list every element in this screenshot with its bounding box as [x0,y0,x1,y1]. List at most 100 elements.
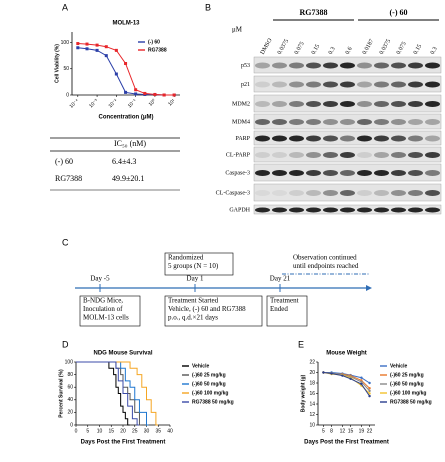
timeline-box [164,252,234,276]
band [255,170,270,176]
x-tick-label: 20 [120,428,126,434]
box-text: Randomized [168,254,204,262]
y-tick-label: 60 [67,385,73,391]
timeline-box [164,295,263,327]
x-tick-label: 35 [155,428,161,434]
band [289,207,304,213]
marker [360,380,363,384]
x-tick-label: 10⁻² [107,98,118,109]
band [255,207,270,213]
timeline-arrow [366,285,372,291]
band [255,62,270,69]
marker [134,88,138,92]
table-cell: 6.4±4.3 [112,157,136,166]
band [374,170,389,176]
band [340,62,355,69]
group-label: RG7388 [300,8,328,17]
band [306,62,321,69]
x-tick-label: 30 [144,428,150,434]
day-label: Day -5 [90,275,110,283]
series-line [76,361,158,426]
box-text: until endpoints reached [293,262,359,270]
table-header: IC₅₀ (nM) [114,139,146,148]
band [374,119,389,125]
band [391,190,406,196]
band [408,170,423,176]
x-axis-label: Concentration (μM) [99,115,154,121]
band [306,101,321,107]
band [255,81,270,88]
band [323,135,338,142]
band [272,81,287,88]
day-label: Day 21 [270,275,291,283]
band [289,152,304,158]
marker [368,381,371,385]
marker [95,43,99,47]
table-cell: RG7388 [55,174,82,183]
band [289,62,304,69]
band [306,135,321,142]
band [272,101,287,107]
marker [85,47,89,51]
x-tick-label: 5 [86,428,89,434]
marker [360,382,363,386]
band [289,119,304,125]
band [255,101,270,107]
lane-label: 0.15 [311,44,321,56]
band [408,152,423,158]
band [272,152,287,158]
band [289,135,304,142]
lane-label: 0.15 [413,44,423,56]
marker [104,54,108,58]
y-tick-label: 0 [70,422,73,428]
band [408,62,423,69]
y-tick-label: 100 [65,359,74,365]
table-cell: 49.9±20.1 [112,174,144,183]
band [357,152,372,158]
box-text: B-NDG Mice, [83,297,123,305]
marker [360,376,363,379]
protein-label: p21 [241,82,250,88]
marker [172,93,176,97]
y-tick-label: 40 [67,397,73,403]
band [357,119,372,125]
band [391,207,406,213]
marker [341,374,344,377]
lane-label: 0.3 [328,46,337,55]
band [357,62,372,69]
y-tick-label: 18 [309,380,315,386]
lane-label: 0.075 [396,41,408,56]
band [408,190,423,196]
marker [368,387,371,390]
marker [114,48,118,52]
y-axis-label: Body weight (g) [300,374,306,412]
marker [114,72,118,76]
y-tick-label: 0 [66,92,69,98]
marker [124,90,128,94]
band [340,101,355,107]
band [425,170,440,176]
band [272,170,287,176]
band [357,135,372,142]
box-text: MOLM-13 cells [83,314,129,322]
protein-label: p53 [241,63,250,69]
legend-label: (-)60 25 mg/kg [390,372,424,378]
y-tick-label: 50 [63,66,69,72]
band [357,207,372,213]
band [391,119,406,125]
band [374,152,389,158]
band [340,135,355,142]
band [357,190,372,196]
band [408,119,423,125]
x-tick-label: 10 [97,428,103,434]
x-tick-label: 12 [340,428,346,434]
y-tick-label: 22 [309,359,315,365]
series-line [76,361,130,426]
band [272,119,287,125]
band [306,170,321,176]
band [374,81,389,88]
band [391,81,406,88]
band [391,170,406,176]
chart-title: MOLM-13 [113,21,141,27]
x-tick-label: 40 [167,428,173,434]
